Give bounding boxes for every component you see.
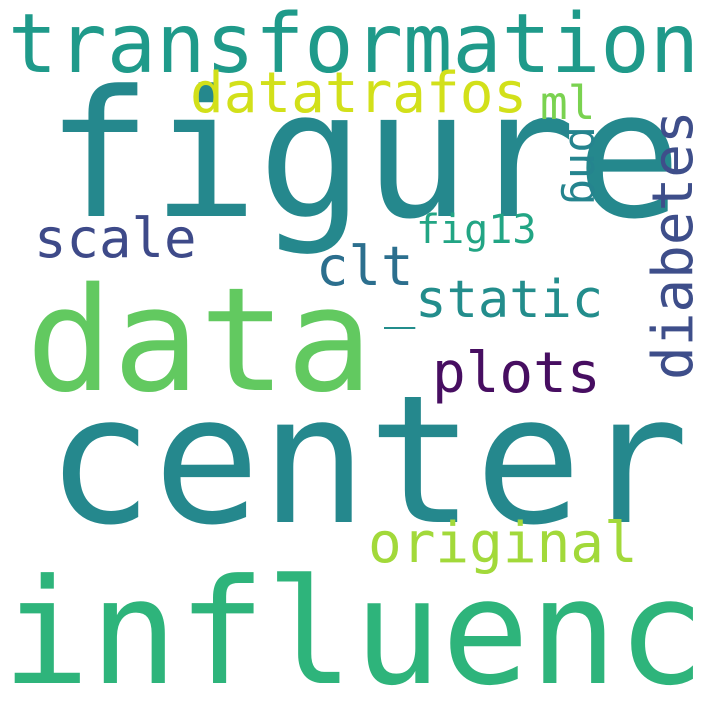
word-data: data: [26, 256, 373, 424]
word-clt: clt: [316, 235, 414, 298]
word-figure: figure: [46, 53, 682, 258]
word-datatrafos: datatrafos: [190, 61, 528, 126]
word-scale: scale: [34, 207, 197, 270]
word-static: _static: [384, 270, 604, 330]
word-fig13: fig13: [416, 207, 537, 253]
word-transformations: transformations: [8, 0, 707, 92]
word-original: original: [368, 511, 638, 576]
word-plots: plots: [432, 341, 601, 406]
word-png: png: [559, 126, 610, 206]
word-influence: influence: [2, 548, 707, 707]
word-diabetes: diabetes: [641, 110, 706, 380]
word-center: center: [46, 357, 689, 564]
word-ml: ml: [540, 76, 596, 130]
